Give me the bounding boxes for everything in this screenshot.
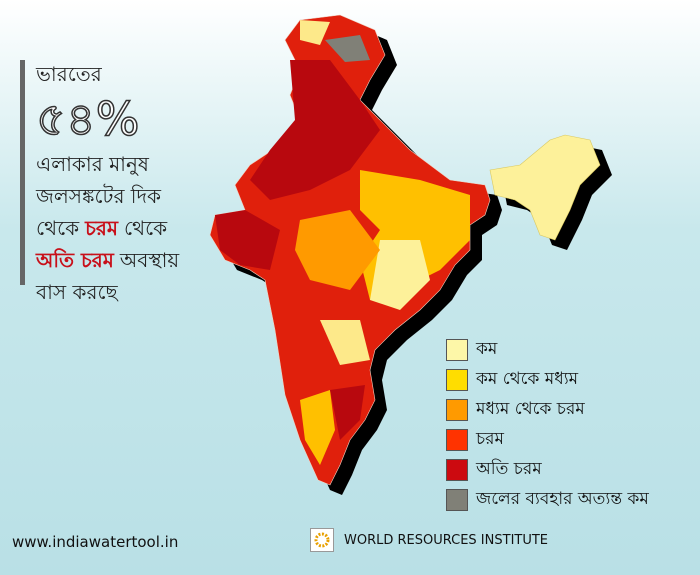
legend-label: মধ্যম থেকে চরম [476, 399, 585, 419]
headline-line: বাস করছে [36, 276, 185, 308]
headline-line: থেকে চরম থেকে [36, 212, 185, 244]
legend-swatch [446, 429, 468, 451]
headline-line: এলাকার মানুষ [36, 148, 185, 180]
text: জলসঙ্কটের দিক [36, 184, 162, 208]
legend-label: কম থেকে মধ্যম [476, 369, 579, 389]
legend-swatch [446, 459, 468, 481]
text: থেকে [124, 216, 168, 240]
legend-swatch [446, 489, 468, 511]
legend-item: অতি চরম [446, 455, 649, 485]
legend-item: মধ্যম থেকে চরম [446, 395, 649, 425]
logo [310, 528, 334, 552]
headline: ভারতের ৫৪% এলাকার মানুষ জলসঙ্কটের দিক থে… [35, 58, 185, 308]
text: ৫৪% [35, 91, 140, 147]
headline-figure: ৫৪% [35, 90, 185, 148]
text: বাস করছে [36, 280, 118, 304]
highlight: অতি চরম [36, 248, 114, 272]
legend: কম কম থেকে মধ্যম মধ্যম থেকে চরম চরম অতি চরম জ… [446, 335, 649, 515]
legend-item: চরম [446, 425, 649, 455]
website: www.indiawatertool.in [12, 533, 179, 551]
legend-swatch [446, 339, 468, 361]
legend-label: জলের ব্যবহার অত্যন্ত কম [476, 489, 649, 509]
legend-item: জলের ব্যবহার অত্যন্ত কম [446, 485, 649, 515]
headline-line: জলসঙ্কটের দিক [36, 180, 185, 212]
legend-swatch [446, 399, 468, 421]
accent-bar [20, 60, 25, 285]
northeast [489, 134, 601, 241]
legend-label: কম [476, 339, 498, 359]
legend-item: কম [446, 335, 649, 365]
organization: WORLD RESOURCES INSTITUTE [310, 528, 548, 552]
text: এলাকার মানুষ [36, 152, 149, 176]
headline-line: অতি চরম অবস্থায় [36, 244, 185, 276]
organization-name: WORLD RESOURCES INSTITUTE [344, 532, 549, 548]
text: ভারতের [36, 62, 102, 86]
region-shading [215, 20, 470, 465]
logo-icon [314, 532, 330, 548]
legend-label: অতি চরম [476, 459, 542, 479]
text: থেকে [36, 216, 80, 240]
legend-swatch [446, 369, 468, 391]
legend-item: কম থেকে মধ্যম [446, 365, 649, 395]
headline-line: ভারতের [36, 58, 185, 90]
highlight: চরম [85, 216, 119, 240]
text: অবস্থায় [119, 248, 180, 272]
legend-label: চরম [476, 429, 504, 449]
